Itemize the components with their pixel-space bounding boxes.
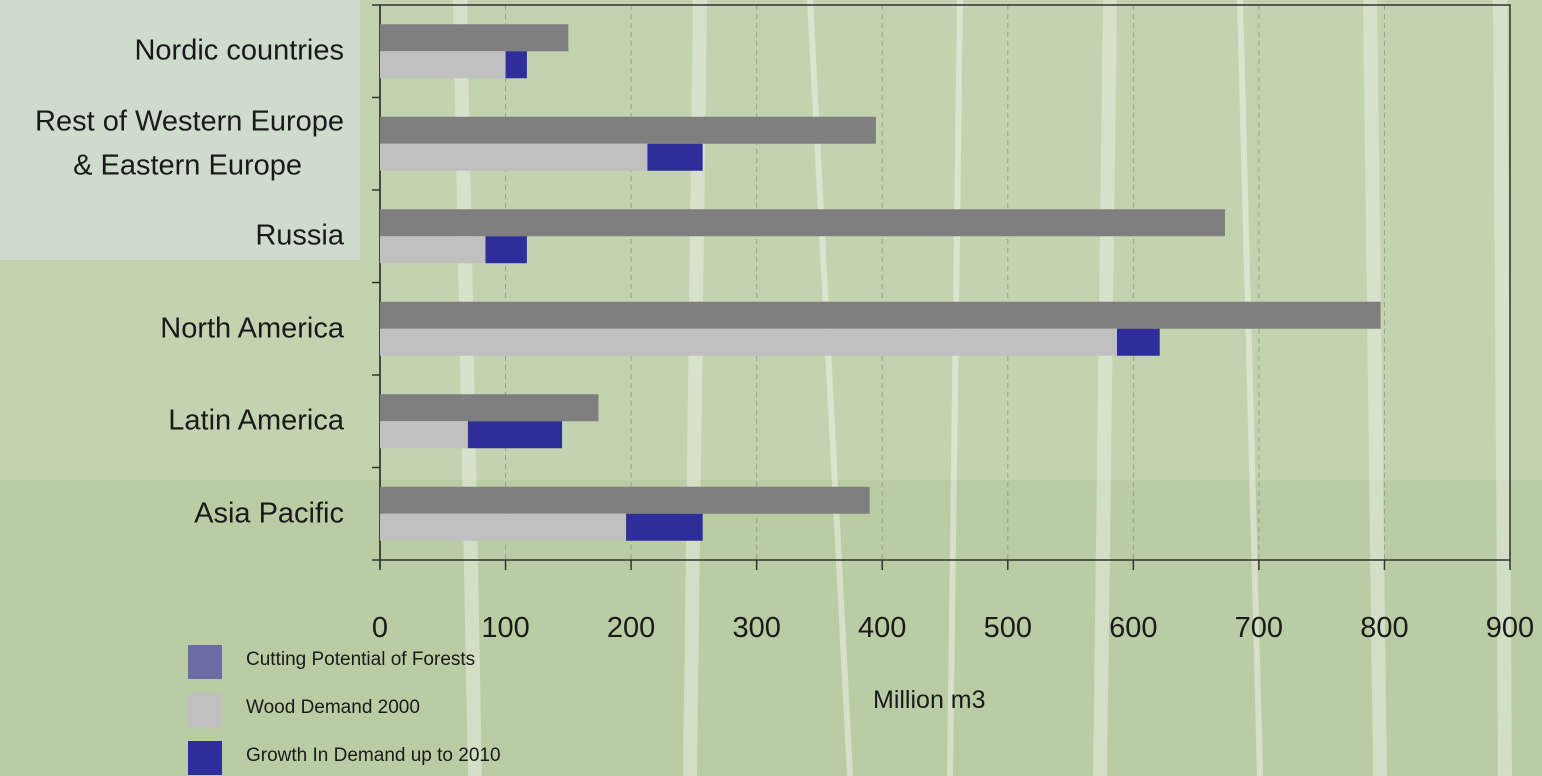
x-tick-label: 900 <box>1485 612 1535 644</box>
grid-lines <box>505 5 1511 560</box>
bar-wood-demand <box>380 51 506 79</box>
bar-growth-in-demand <box>647 143 703 171</box>
legend-swatch <box>188 645 222 679</box>
bar-wood-demand <box>380 328 1118 356</box>
bar-cutting-potential <box>380 301 1381 329</box>
x-tick-label: 700 <box>1234 612 1284 644</box>
category-label: Rest of Western Europe <box>35 105 344 138</box>
x-tick-label: 100 <box>481 612 530 644</box>
bar-wood-demand <box>380 236 486 264</box>
bar-growth-in-demand <box>1117 328 1160 356</box>
bar-cutting-potential <box>380 394 599 422</box>
category-label: Russia <box>255 219 344 252</box>
bar-growth-in-demand <box>626 513 703 541</box>
bar-cutting-potential <box>380 24 569 52</box>
bar-wood-demand <box>380 421 468 449</box>
bar-cutting-potential <box>380 486 870 514</box>
x-tick-label: 600 <box>1109 612 1158 644</box>
x-tick-label: 400 <box>858 612 907 644</box>
legend-label: Cutting Potential of Forests <box>246 649 476 670</box>
category-label: Asia Pacific <box>194 497 344 530</box>
x-tick-label: 500 <box>983 612 1032 644</box>
x-axis-label: Million m3 <box>873 686 986 714</box>
bar-growth-in-demand <box>485 236 527 264</box>
bar-growth-in-demand <box>505 51 527 79</box>
bar-wood-demand <box>380 143 648 171</box>
x-tick-label: 0 <box>371 612 389 644</box>
legend-label: Wood Demand 2000 <box>246 697 420 718</box>
plot-frame <box>379 4 1511 561</box>
bar-cutting-potential <box>380 209 1225 237</box>
x-tick-label: 300 <box>732 612 781 644</box>
legend-swatch <box>188 693 222 727</box>
bar-cutting-potential <box>380 116 876 144</box>
category-label: Nordic countries <box>134 34 344 67</box>
category-label: Latin America <box>168 404 344 437</box>
axes <box>372 4 1511 570</box>
bars <box>380 24 1381 541</box>
legend-label: Growth In Demand up to 2010 <box>246 745 501 766</box>
x-tick-label: 800 <box>1360 612 1409 644</box>
bar-growth-in-demand <box>467 421 563 449</box>
bar-wood-demand <box>380 513 627 541</box>
category-label: & Eastern Europe <box>73 149 302 182</box>
x-tick-label: 200 <box>606 612 656 644</box>
category-label: North America <box>160 312 344 345</box>
legend-swatch <box>188 741 222 775</box>
